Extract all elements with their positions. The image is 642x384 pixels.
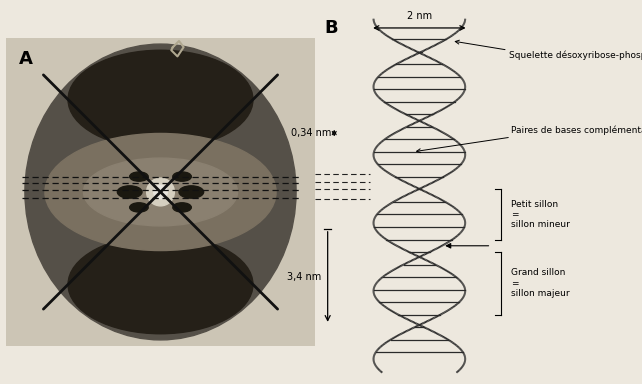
Circle shape (153, 185, 168, 199)
Text: B: B (324, 19, 338, 37)
Text: 0,34 nm: 0,34 nm (291, 128, 331, 138)
Ellipse shape (83, 158, 238, 226)
Ellipse shape (130, 203, 148, 212)
Text: 2 nm: 2 nm (407, 11, 432, 22)
Text: Petit sillon
=
sillon mineur: Petit sillon = sillon mineur (511, 200, 570, 229)
Text: 3,4 nm: 3,4 nm (287, 272, 321, 282)
Text: Grand sillon
=
sillon majeur: Grand sillon = sillon majeur (511, 268, 569, 298)
Text: A: A (19, 50, 33, 68)
Ellipse shape (179, 186, 204, 198)
Ellipse shape (173, 203, 191, 212)
Ellipse shape (25, 44, 296, 340)
Ellipse shape (173, 172, 191, 181)
Circle shape (146, 178, 175, 206)
Text: Squelette désoxyribose-phosphate: Squelette désoxyribose-phosphate (509, 51, 642, 60)
Ellipse shape (68, 50, 253, 149)
Circle shape (158, 190, 163, 194)
Ellipse shape (68, 235, 253, 334)
Text: Paires de bases complémentaires: Paires de bases complémentaires (511, 126, 642, 135)
Ellipse shape (45, 134, 276, 250)
Ellipse shape (130, 172, 148, 181)
Ellipse shape (117, 186, 142, 198)
